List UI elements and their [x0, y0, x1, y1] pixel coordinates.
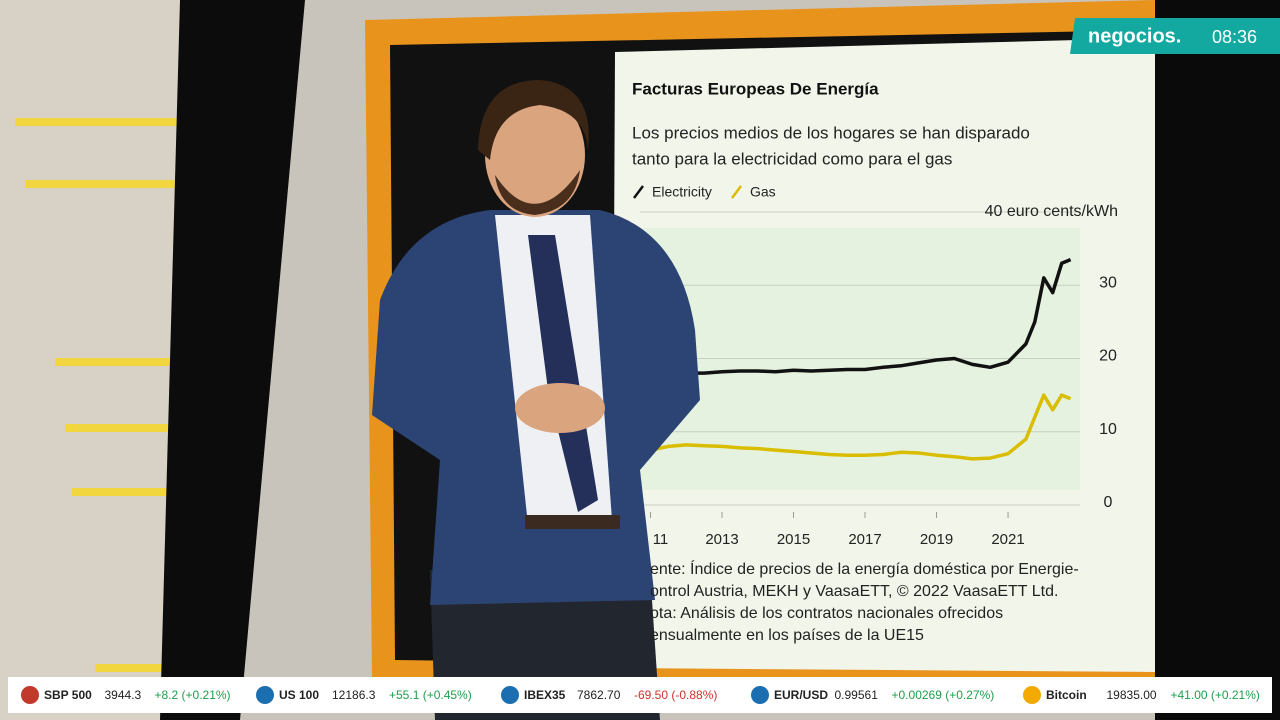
ticker-name: Bitcoin — [1046, 688, 1087, 702]
y-tick-label: 30 — [1099, 274, 1117, 291]
x-tick-label: 2013 — [705, 531, 738, 548]
pillar — [160, 0, 305, 720]
ticker-icon — [1023, 686, 1041, 704]
ticker-change: +0.00269 (+0.27%) — [892, 688, 995, 702]
ticker-change: +8.2 (+0.21%) — [155, 688, 231, 702]
legend-swatch — [731, 185, 742, 199]
y-tick-label: 10 — [1099, 421, 1117, 438]
ticker-price: 19835.00 — [1107, 688, 1157, 702]
ticker-icon — [751, 686, 769, 704]
x-tick-label: 11 — [653, 531, 669, 548]
y-tick-label: 20 — [1099, 348, 1117, 365]
x-tick-label: 2015 — [777, 531, 810, 548]
logo-box — [1070, 18, 1280, 54]
chart-subtitle: Los precios medios de los hogares se han… — [632, 123, 1030, 142]
ticker-change: +55.1 (+0.45%) — [389, 688, 472, 702]
ticker-name: US 100 — [279, 688, 319, 702]
logo-brand: negocios. — [1088, 25, 1181, 47]
ticker-price: 12186.3 — [332, 688, 376, 702]
legend-label: Gas — [750, 184, 776, 200]
legend-label: Electricity — [652, 184, 712, 200]
ticker-icon — [256, 686, 274, 704]
side-screen — [1155, 0, 1280, 720]
x-tick-label: 2021 — [991, 531, 1024, 548]
ticker-name: EUR/USD — [774, 688, 828, 702]
source-note: ensualmente en los países de la UE15 — [650, 627, 924, 644]
ticker-price: 0.99561 — [835, 688, 879, 702]
ticker-change: +41.00 (+0.21%) — [1171, 688, 1260, 702]
chart-subtitle: tanto para la electricidad como para el … — [632, 149, 952, 168]
source-note: ontrol Austria, MEKH y VaasaETT, © 2022 … — [650, 583, 1058, 600]
ticker-price: 7862.70 — [577, 688, 621, 702]
ticker-name: SBP 500 — [44, 688, 92, 702]
ticker-name: IBEX35 — [524, 688, 566, 702]
ticker-price: 3944.3 — [105, 688, 142, 702]
x-tick-label: 2019 — [920, 531, 953, 548]
y-tick-label: 40 euro cents/kWh — [985, 203, 1118, 220]
ticker-bar — [8, 677, 1272, 713]
logo-time: 08:36 — [1212, 27, 1257, 47]
legend-swatch — [633, 185, 644, 199]
notes: ente: Índice de precios de la energía do… — [650, 559, 1079, 644]
ticker-icon — [501, 686, 519, 704]
plot: 0 10 20 30 40 euro cents/kWh 11 2013 2015 2017 20… — [633, 184, 1118, 548]
wall-lights — [15, 118, 225, 672]
chart-title: Facturas Europeas De Energía — [632, 79, 879, 98]
ticker-change: -69.50 (-0.88%) — [634, 688, 717, 702]
y-tick-label: 0 — [1104, 494, 1113, 511]
series-line — [650, 257, 1072, 379]
ticker-icon — [21, 686, 39, 704]
source-note: ente: Índice de precios de la energía do… — [650, 559, 1079, 578]
ticker: SBP 500 3944.3 +8.2 (+0.21%) US 100 12186.3 +… — [21, 686, 1260, 704]
x-tick-label: 2017 — [848, 531, 881, 548]
series-line — [650, 393, 1072, 461]
source-note: ota: Análisis de los contratos nacionale… — [650, 605, 1003, 622]
